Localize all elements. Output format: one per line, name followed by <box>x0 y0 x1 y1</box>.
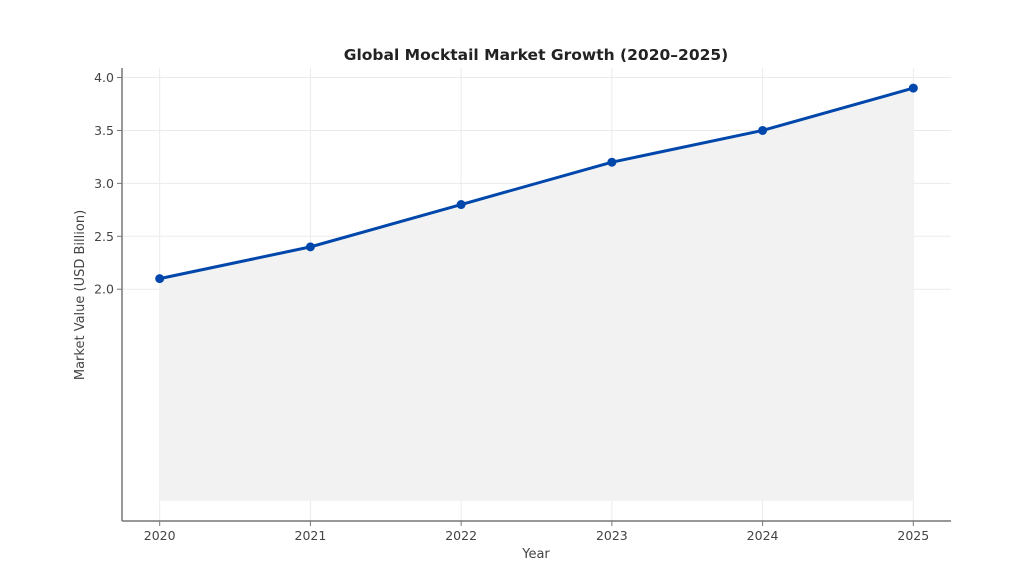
chart-title: Global Mocktail Market Growth (2020–2025… <box>344 46 729 64</box>
data-point <box>758 125 768 135</box>
x-tick-label: 2025 <box>897 528 929 543</box>
x-ticks: 2020 2021 2022 2023 2024 2025 <box>144 521 929 543</box>
y-tick-label: 3.0 <box>94 176 114 191</box>
x-tick-label: 2024 <box>747 528 779 543</box>
y-axis-label: Market Value (USD Billion) <box>73 210 88 380</box>
x-tick-label: 2020 <box>144 528 176 543</box>
x-axis-label: Year <box>521 547 550 562</box>
data-point <box>456 200 466 210</box>
area-fill <box>159 88 914 501</box>
data-point <box>908 83 918 93</box>
y-tick-label: 3.5 <box>94 123 114 138</box>
data-point <box>155 274 165 284</box>
y-tick-label: 4.0 <box>94 70 114 85</box>
y-tick-label: 2.5 <box>94 229 114 244</box>
data-points <box>155 83 918 284</box>
area-fill-path <box>159 88 914 501</box>
series-line-path <box>159 86 914 281</box>
data-point <box>607 157 617 167</box>
y-ticks: 2.0 2.5 3.0 3.5 4.0 <box>94 70 122 297</box>
x-tick-label: 2021 <box>295 528 327 543</box>
y-tick-label: 2.0 <box>94 282 114 297</box>
x-tick-label: 2022 <box>445 528 477 543</box>
data-point <box>305 242 315 252</box>
series-line <box>159 86 914 281</box>
x-tick-label: 2023 <box>596 528 628 543</box>
